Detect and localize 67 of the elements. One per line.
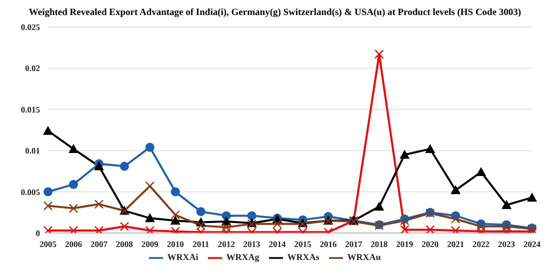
x-tick-label: 2024 xyxy=(524,239,542,250)
y-tick-label: 0.015 xyxy=(20,104,40,114)
legend-label: WRXAs xyxy=(287,252,320,262)
x-tick-label: 2022 xyxy=(472,239,490,250)
point xyxy=(43,126,53,135)
point xyxy=(43,201,53,210)
point xyxy=(68,180,78,189)
x-tick-label: 2014 xyxy=(268,239,287,250)
point xyxy=(196,207,206,216)
x-tick-label: 2019 xyxy=(396,239,414,250)
x-tick-label: 2018 xyxy=(370,239,388,250)
x-tick-label: 2005 xyxy=(40,239,56,250)
point xyxy=(450,226,460,233)
x-tick-label: 2007 xyxy=(90,239,108,250)
x-tick-label: 2008 xyxy=(116,239,133,250)
legend-label: WRXAi xyxy=(167,252,198,262)
point xyxy=(400,150,410,159)
x-tick-label: 2009 xyxy=(141,239,158,250)
x-tick-label: 2011 xyxy=(192,239,210,250)
point xyxy=(425,144,436,153)
point xyxy=(68,226,78,233)
point xyxy=(68,144,78,153)
x-tick-label: 2016 xyxy=(320,239,337,250)
point xyxy=(272,219,282,229)
point xyxy=(120,162,129,171)
point xyxy=(476,222,486,232)
point xyxy=(94,226,104,233)
point xyxy=(222,222,231,232)
x-tick-label: 2020 xyxy=(422,239,439,250)
point xyxy=(426,225,435,233)
x-tick-label: 2017 xyxy=(345,239,363,250)
y-tick-label: 0.005 xyxy=(20,186,40,197)
point xyxy=(170,187,180,196)
x-tick-label: 2013 xyxy=(243,239,260,250)
point xyxy=(43,226,53,233)
x-tick-label: 2010 xyxy=(166,239,184,250)
point xyxy=(170,216,180,225)
x-tick-label: 2015 xyxy=(294,239,312,250)
point xyxy=(527,192,537,202)
point xyxy=(94,200,104,209)
point xyxy=(170,210,180,220)
x-tick-label: 2023 xyxy=(498,239,516,250)
point xyxy=(44,187,52,196)
point xyxy=(145,226,154,233)
point xyxy=(145,142,154,152)
point xyxy=(374,202,384,211)
x-tick-label: 2012 xyxy=(218,239,235,250)
y-tick-label: 0.01 xyxy=(25,146,40,156)
chart-title: Weighted Revealed Export Advantage of India(i), Germany(g) Switzerland(s) & USA(u) at Product levels (HS Code 3003) xyxy=(28,8,522,20)
x-tick-label: 2021 xyxy=(447,239,464,250)
point xyxy=(374,50,384,59)
point xyxy=(120,222,130,232)
y-tick-label: 0.025 xyxy=(20,22,40,32)
y-tick-label: 0.02 xyxy=(25,63,40,74)
point xyxy=(450,214,460,224)
point xyxy=(196,220,206,230)
legend-label: WRXAg xyxy=(226,252,260,262)
point xyxy=(400,225,410,233)
point xyxy=(502,200,512,209)
x-tick-label: 2006 xyxy=(64,239,82,250)
legend-label: WRXAu xyxy=(347,252,381,262)
point xyxy=(68,204,78,213)
point xyxy=(144,213,155,222)
y-tick-label: 0 xyxy=(36,228,40,238)
point xyxy=(247,211,256,220)
point xyxy=(450,185,461,194)
point xyxy=(476,167,486,176)
